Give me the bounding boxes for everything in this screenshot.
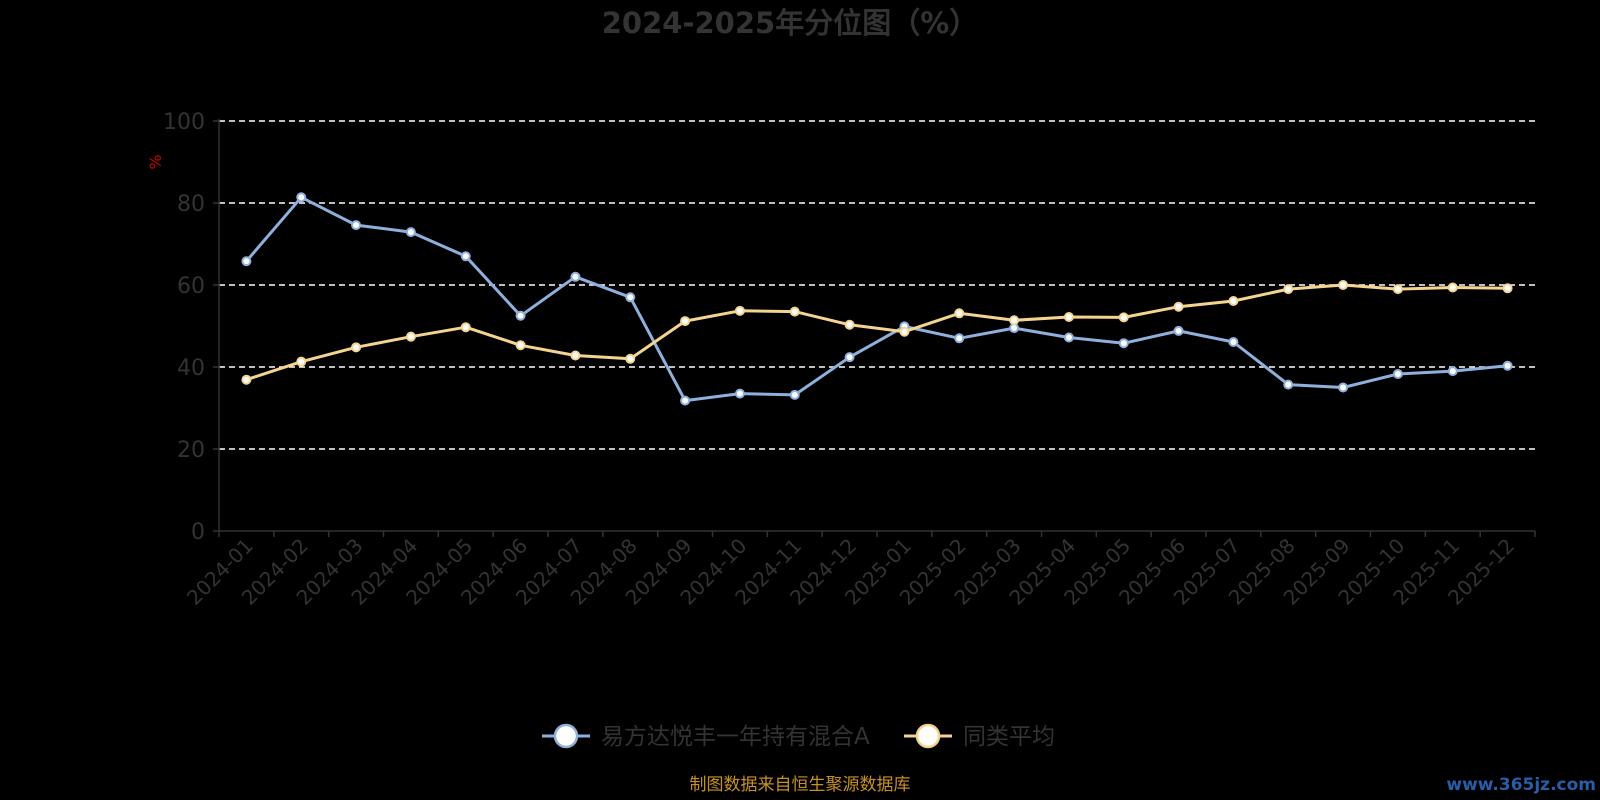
data-point [1173, 325, 1184, 336]
legend[interactable]: 易方达悦丰一年持有混合A 同类平均 [542, 723, 1055, 750]
legend-label: 同类平均 [963, 724, 1055, 750]
data-point [1338, 280, 1349, 290]
data-point [1118, 338, 1129, 349]
data-point [460, 251, 471, 262]
data-point [625, 292, 636, 303]
data-point [460, 322, 471, 333]
y-tick-label: 100 [163, 110, 205, 135]
data-point [515, 310, 526, 321]
data-point [241, 256, 252, 267]
data-point [241, 374, 252, 385]
data-point [734, 388, 745, 399]
data-point [1173, 301, 1184, 312]
data-point [1228, 336, 1239, 347]
series-line [244, 283, 1510, 382]
data-point [734, 305, 745, 316]
data-point [1118, 312, 1129, 323]
data-point [405, 331, 416, 342]
data-point [570, 350, 581, 361]
data-point [899, 326, 910, 337]
data-point [844, 352, 855, 363]
data-point [1447, 366, 1458, 377]
series-lines [241, 192, 1513, 406]
data-point [405, 227, 416, 238]
y-tick-label: 40 [177, 356, 205, 381]
data-point [515, 340, 526, 351]
data-point [954, 333, 965, 344]
data-point [570, 271, 581, 282]
data-point [296, 192, 307, 203]
legend-marker [553, 723, 579, 749]
data-point [1338, 382, 1349, 393]
legend-item-1[interactable]: 易方达悦丰一年持有混合A [542, 723, 870, 750]
data-point [1283, 284, 1294, 295]
source-note: 制图数据来自恒生聚源数据库 [690, 775, 911, 795]
data-point [1502, 283, 1513, 294]
data-point [844, 319, 855, 330]
data-point [1392, 368, 1403, 379]
y-tick-label: 20 [177, 438, 205, 463]
y-tick-label: 80 [177, 192, 205, 217]
series-line [244, 195, 1510, 403]
data-point [1392, 284, 1403, 295]
data-point [351, 220, 362, 231]
data-point [680, 395, 691, 406]
data-point [351, 342, 362, 353]
legend-item-2[interactable]: 同类平均 [904, 723, 1055, 750]
series-1 [241, 192, 1513, 406]
legend-marker [915, 723, 941, 749]
watermark: www.365jz.com [1446, 775, 1596, 795]
data-point [789, 389, 800, 400]
data-point [789, 306, 800, 317]
data-point [625, 353, 636, 364]
data-point [1009, 315, 1020, 326]
data-point [1063, 311, 1074, 322]
y-axis-unit: % [146, 154, 165, 169]
data-point [1447, 282, 1458, 293]
y-tick-label: 60 [177, 274, 205, 299]
chart-title: 2024-2025年分位图（%） [602, 6, 979, 40]
data-point [1063, 332, 1074, 343]
data-point [954, 308, 965, 319]
series-2 [241, 280, 1513, 385]
data-point [680, 316, 691, 327]
legend-label: 易方达悦丰一年持有混合A [601, 724, 870, 750]
y-tick-label: 0 [191, 520, 205, 545]
data-point [1228, 295, 1239, 306]
data-point [1283, 379, 1294, 390]
data-point [296, 356, 307, 367]
data-point [1502, 360, 1513, 371]
